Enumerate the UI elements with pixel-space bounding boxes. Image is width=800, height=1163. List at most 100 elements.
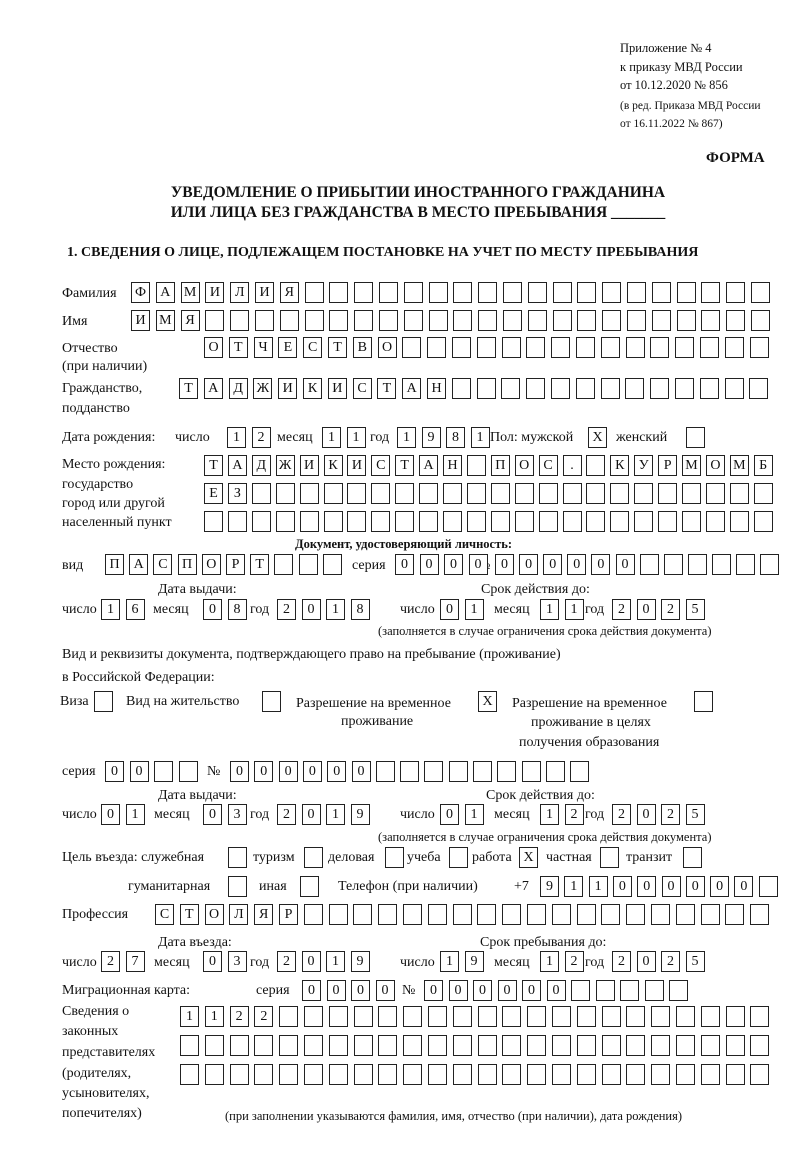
reps-1-char-box[interactable] <box>552 1006 571 1027</box>
id-number-char-box[interactable] <box>760 554 780 575</box>
reps-2-char-box[interactable] <box>700 1035 720 1056</box>
id-issue-day-char-box[interactable]: 6 <box>125 599 145 620</box>
phone-char-box[interactable]: 1 <box>564 876 584 897</box>
right-number-char-box[interactable]: 0 <box>351 761 371 782</box>
surname-char-box[interactable] <box>304 282 324 303</box>
citizenship-char-box[interactable]: И <box>327 378 347 399</box>
name-char-box[interactable]: И <box>131 310 150 331</box>
profession-char-box[interactable] <box>477 904 497 925</box>
citizenship-char-box[interactable]: К <box>303 378 322 399</box>
citizenship-char-box[interactable] <box>551 378 570 399</box>
id-number-char-box[interactable] <box>663 554 683 575</box>
patronymic-char-box[interactable] <box>526 337 546 358</box>
reps-2-char-box[interactable] <box>452 1035 472 1056</box>
birth-place-1-char-box[interactable]: . <box>562 455 582 476</box>
birth-place-2-char-box[interactable] <box>705 483 725 504</box>
entry-year-char-box[interactable]: 1 <box>326 951 345 972</box>
name-char-box[interactable] <box>552 310 572 331</box>
right-issue-year-char-box[interactable]: 0 <box>301 804 321 825</box>
birth-place-2-char-box[interactable] <box>634 483 654 504</box>
citizenship-char-box[interactable] <box>451 378 471 399</box>
right-number-char-box[interactable] <box>424 761 444 782</box>
id-issue-year-char-box[interactable]: 0 <box>301 599 321 620</box>
patronymic-char-box[interactable] <box>476 337 496 358</box>
right-series-char-box[interactable] <box>154 761 173 782</box>
birth-place-3-char-box[interactable] <box>610 511 630 532</box>
id-number-char-box[interactable]: 0 <box>567 554 587 575</box>
birth-place-3-char-box[interactable] <box>682 511 701 532</box>
patronymic-char-box[interactable]: Т <box>228 337 248 358</box>
right-number-char-box[interactable] <box>545 761 565 782</box>
right-series-char-box[interactable]: 0 <box>129 761 149 782</box>
surname-char-box[interactable] <box>552 282 572 303</box>
phone-char-box[interactable]: 9 <box>540 876 559 897</box>
birth-place-1-char-box[interactable]: К <box>610 455 630 476</box>
birth-place-3-char-box[interactable] <box>323 511 343 532</box>
stay-month-char-box[interactable]: 2 <box>564 951 584 972</box>
reps-1-char-box[interactable] <box>452 1006 472 1027</box>
right-number-char-box[interactable]: 0 <box>327 761 347 782</box>
id-kind-char-box[interactable] <box>274 554 294 575</box>
birth-place-1-char-box[interactable]: Д <box>251 455 271 476</box>
reps-1-char-box[interactable] <box>353 1006 373 1027</box>
profession-char-box[interactable] <box>551 904 571 925</box>
id-number-char-box[interactable] <box>687 554 707 575</box>
birth-place-3-char-box[interactable] <box>586 511 606 532</box>
birth-place-3-char-box[interactable] <box>753 511 773 532</box>
right-number-char-box[interactable]: 0 <box>278 761 298 782</box>
birth-place-3-char-box[interactable] <box>299 511 319 532</box>
reps-3-char-box[interactable] <box>328 1064 348 1085</box>
birth-place-1-char-box[interactable]: С <box>371 455 391 476</box>
mc-number-char-box[interactable]: 0 <box>497 980 517 1001</box>
entry-day-char-box[interactable]: 2 <box>101 951 120 972</box>
birth-month-char-box[interactable]: 1 <box>322 427 341 448</box>
birth-place-3-char-box[interactable] <box>538 511 558 532</box>
reps-3-char-box[interactable] <box>502 1064 522 1085</box>
patronymic-char-box[interactable]: Т <box>328 337 347 358</box>
reps-3-char-box[interactable] <box>279 1064 299 1085</box>
stay-day-char-box[interactable]: 9 <box>464 951 484 972</box>
patronymic-char-box[interactable] <box>427 337 447 358</box>
id-valid-year-char-box[interactable]: 5 <box>685 599 705 620</box>
id-kind-char-box[interactable] <box>298 554 318 575</box>
birth-place-3-char-box[interactable] <box>275 511 295 532</box>
reps-1-char-box[interactable] <box>700 1006 720 1027</box>
birth-place-1-char-box[interactable]: Ж <box>275 455 295 476</box>
reps-2-char-box[interactable] <box>403 1035 423 1056</box>
right-number-char-box[interactable] <box>473 761 492 782</box>
id-number-char-box[interactable]: 0 <box>615 554 635 575</box>
reps-2-char-box[interactable] <box>180 1035 199 1056</box>
reps-2-char-box[interactable] <box>676 1035 695 1056</box>
birth-place-3-char-box[interactable] <box>514 511 534 532</box>
surname-char-box[interactable] <box>751 282 770 303</box>
patronymic-char-box[interactable]: В <box>352 337 372 358</box>
patronymic-char-box[interactable] <box>576 337 595 358</box>
surname-char-box[interactable] <box>651 282 671 303</box>
reps-1-char-box[interactable] <box>576 1006 596 1027</box>
p-business-checkbox[interactable] <box>385 847 404 868</box>
surname-char-box[interactable] <box>503 282 522 303</box>
right-valid-day-char-box[interactable]: 1 <box>464 804 484 825</box>
birth-place-1-char-box[interactable]: У <box>634 455 654 476</box>
surname-char-box[interactable] <box>478 282 498 303</box>
reps-3-char-box[interactable] <box>254 1064 274 1085</box>
right-number-char-box[interactable] <box>497 761 517 782</box>
name-char-box[interactable] <box>304 310 324 331</box>
reps-3-char-box[interactable] <box>477 1064 497 1085</box>
mc-number-char-box[interactable]: 0 <box>546 980 566 1001</box>
right-valid-year-char-box[interactable]: 0 <box>636 804 656 825</box>
birth-place-1-char-box[interactable]: Т <box>204 455 223 476</box>
right-number-char-box[interactable]: 0 <box>230 761 249 782</box>
birth-year-char-box[interactable]: 1 <box>470 427 490 448</box>
id-valid-day-char-box[interactable]: 0 <box>440 599 459 620</box>
reps-2-char-box[interactable] <box>576 1035 596 1056</box>
birth-place-3-char-box[interactable] <box>443 511 462 532</box>
birth-place-1-char-box[interactable]: С <box>538 455 558 476</box>
reps-1-char-box[interactable] <box>626 1006 646 1027</box>
citizenship-char-box[interactable] <box>650 378 670 399</box>
birth-place-2-char-box[interactable] <box>299 483 319 504</box>
birth-place-3-char-box[interactable] <box>705 511 725 532</box>
birth-year-char-box[interactable]: 9 <box>421 427 441 448</box>
surname-char-box[interactable]: Ф <box>131 282 150 303</box>
profession-char-box[interactable] <box>626 904 646 925</box>
